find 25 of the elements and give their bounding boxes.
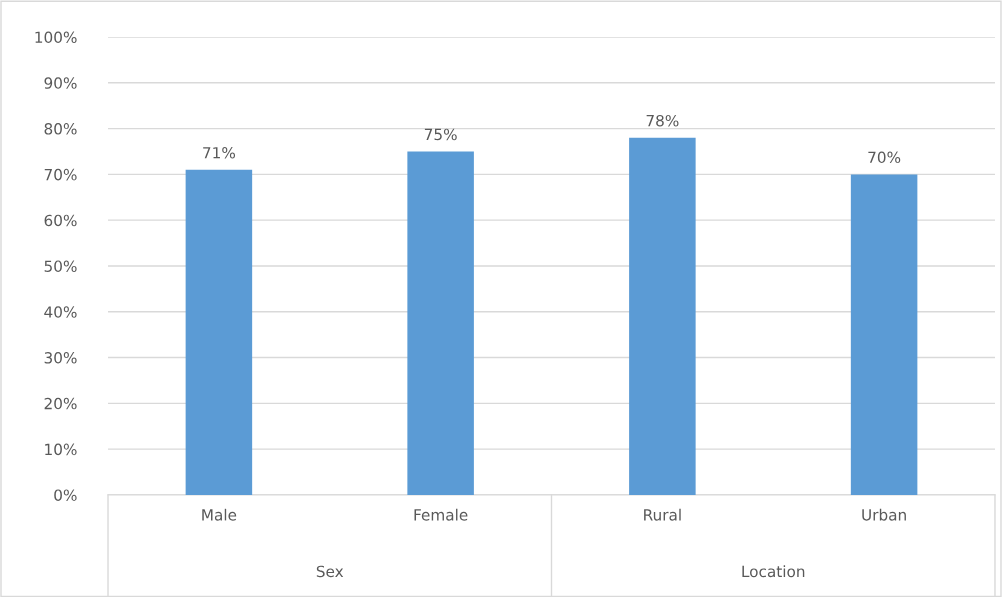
bar <box>407 151 474 495</box>
y-tick-label: 50% <box>44 260 77 272</box>
x-tick-label: Female <box>414 508 468 521</box>
y-tick-label: 90% <box>44 77 77 89</box>
text: Location <box>742 565 805 578</box>
data-label: 78% <box>646 114 679 127</box>
bar <box>185 169 253 495</box>
y-tick-label: 10% <box>45 443 77 456</box>
x-tick-label: Rural <box>644 508 681 521</box>
x-tick-label: Male <box>202 508 237 521</box>
text: Sex <box>316 565 344 578</box>
y-tick-label: 40% <box>44 306 77 318</box>
bar <box>850 174 918 495</box>
y-tick-label: 80% <box>44 123 77 135</box>
y-tick-label: 100% <box>35 31 77 44</box>
y-tick-label: 60% <box>44 214 77 227</box>
data-label: 75% <box>424 128 457 141</box>
x-tick-label: Urban <box>862 508 906 521</box>
data-label: 70% <box>868 151 901 164</box>
y-tick-label: 30% <box>44 352 77 364</box>
y-tick-label: 70% <box>44 168 77 181</box>
y-tick-label: 20% <box>44 397 77 410</box>
bar <box>629 137 696 495</box>
y-tick-label: 0% <box>54 489 77 501</box>
data-label: 71% <box>203 146 236 159</box>
